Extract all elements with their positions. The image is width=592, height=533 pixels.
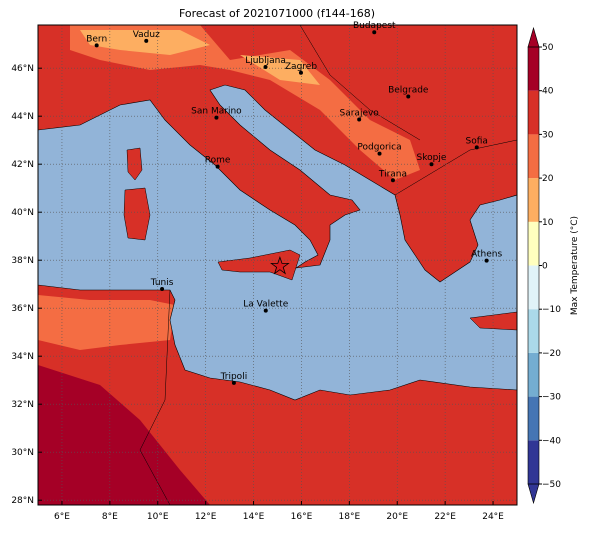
colorbar-segment <box>528 396 539 441</box>
colorbar-tick-label: 30 <box>542 130 554 140</box>
colorbar-tick-label: 20 <box>542 174 554 184</box>
mild-area <box>80 30 320 85</box>
colorbar-segment <box>528 47 539 91</box>
city-dot <box>390 178 395 183</box>
x-tick-label: 22°E <box>434 512 456 522</box>
x-tick-label: 18°E <box>339 512 361 522</box>
city-label: Tirana <box>378 169 407 179</box>
city-label: Tunis <box>150 278 174 288</box>
colorbar-segment <box>528 265 539 310</box>
colorbar-tick-label: −20 <box>542 349 561 359</box>
warm-area <box>70 25 420 180</box>
city-label: Ljubljana <box>245 56 286 66</box>
y-tick-label: 36°N <box>11 304 34 314</box>
colorbar-tick-label: 0 <box>542 262 548 272</box>
y-tick-label: 28°N <box>11 496 34 506</box>
city-dot <box>231 380 236 385</box>
y-tick-label: 38°N <box>11 256 34 266</box>
colorbar-segment <box>528 90 539 135</box>
x-tick-label: 14°E <box>243 512 265 522</box>
city-label: Rome <box>205 156 231 166</box>
y-tick-label: 30°N <box>11 448 34 458</box>
warm-area <box>38 295 175 350</box>
hot-area <box>38 365 210 505</box>
x-tick-label: 20°E <box>386 512 408 522</box>
colorbar-segment <box>528 352 539 397</box>
crete <box>469 311 517 331</box>
city-dot <box>263 65 268 69</box>
map-frame <box>37 24 518 506</box>
chart-title: Forecast of 2021071000 (f144-168) <box>179 7 375 20</box>
x-tick-label: 16°E <box>291 512 313 522</box>
city-dot <box>484 258 489 263</box>
y-tick-label: 40°N <box>11 208 34 218</box>
x-tick-label: 6°E <box>54 512 70 522</box>
map-layer <box>38 25 517 505</box>
city-label: Zagreb <box>285 62 317 72</box>
star-marker <box>270 255 290 275</box>
city-dot <box>214 115 219 120</box>
colorbar-tick-label: −30 <box>542 393 561 403</box>
city-label: Vaduz <box>133 30 160 40</box>
city-label: Tripoli <box>220 372 248 382</box>
city-dot <box>429 162 434 167</box>
city-dot <box>94 43 99 48</box>
colorbar-tick-label: 40 <box>542 87 554 97</box>
colorbar-tick-label: −50 <box>542 480 561 490</box>
colorbar: −50 −40 −30 −20 −10 0 10 20 30 40 50 Max Temperatur… <box>527 26 580 505</box>
city-label: Athens <box>471 250 502 260</box>
x-tick-label: 8°E <box>102 512 118 522</box>
city-dot <box>263 308 268 313</box>
colorbar-extend <box>527 483 540 505</box>
x-tick-label: 10°E <box>147 512 169 522</box>
y-tick-label: 42°N <box>11 160 34 170</box>
city-dot <box>372 30 377 35</box>
x-tick-label: 24°E <box>482 512 504 522</box>
colorbar-tick-label: 10 <box>542 218 554 228</box>
city-dot <box>474 145 479 150</box>
colorbar-segment <box>528 178 539 222</box>
city-dot <box>377 151 382 156</box>
border <box>139 25 517 505</box>
colorbar-segment <box>528 309 539 353</box>
city-dot <box>357 117 362 122</box>
colorbar-segment <box>528 134 539 179</box>
city-dot <box>160 287 165 291</box>
sardinia <box>123 187 151 241</box>
grid <box>38 25 517 505</box>
y-tick-label: 34°N <box>11 352 34 362</box>
colorbar-tick-label: 50 <box>542 43 554 53</box>
city-dot <box>406 94 411 99</box>
city-label: Skopje <box>417 153 447 163</box>
colorbar-segment <box>528 440 539 484</box>
city-label: Belgrade <box>388 86 429 96</box>
city-label: Sarajevo <box>340 109 380 119</box>
colorbar-segment <box>528 221 539 266</box>
city-label: La Valette <box>243 300 288 310</box>
city-dot <box>144 38 149 43</box>
city-dot <box>298 70 303 75</box>
colorbar-label: Max Temperature (°C) <box>570 216 580 315</box>
y-tick-label: 32°N <box>11 400 34 410</box>
city-label: Podgorica <box>357 143 401 153</box>
city-label: Sofia <box>466 136 488 146</box>
city-label: Bern <box>86 34 107 44</box>
colorbar-tick-label: −40 <box>542 436 561 446</box>
y-tick-label: 46°N <box>11 64 34 74</box>
city-label: Budapest <box>353 21 396 31</box>
city-dot <box>215 164 220 169</box>
colorbar-extend <box>527 26 540 48</box>
x-tick-label: 12°E <box>195 512 217 522</box>
city-label: San Marino <box>191 107 242 117</box>
colorbar-tick-label: −10 <box>542 305 561 315</box>
y-tick-label: 44°N <box>11 112 34 122</box>
